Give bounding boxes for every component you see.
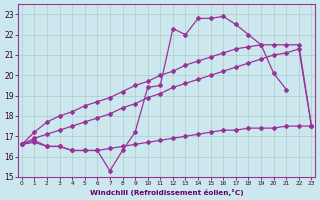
X-axis label: Windchill (Refroidissement éolien,°C): Windchill (Refroidissement éolien,°C) <box>90 189 244 196</box>
